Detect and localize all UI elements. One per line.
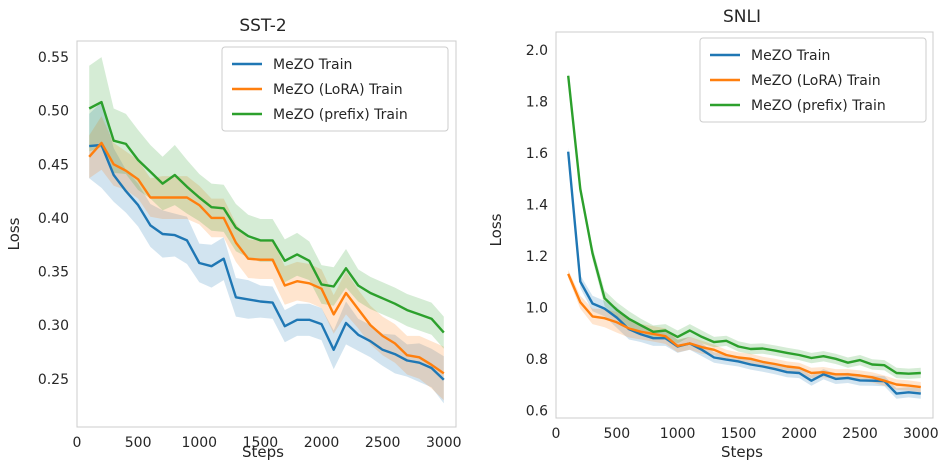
- sst2-band-1: [89, 116, 444, 401]
- sst2-ytick-label: 0.50: [38, 104, 69, 120]
- snli-xtick-label: 1000: [660, 426, 696, 442]
- sst2-xtick-label: 2000: [304, 435, 340, 451]
- snli-xlabel: Steps: [721, 443, 763, 461]
- sst2-ytick-label: 0.35: [38, 265, 69, 281]
- sst2-ylabel: Loss: [5, 217, 23, 250]
- snli-title: SNLI: [723, 7, 761, 27]
- sst2-xtick-label: 3000: [426, 435, 462, 451]
- snli-ytick-label: 1.6: [526, 146, 548, 162]
- sst2-legend-label-1: MeZO (LoRA) Train: [273, 82, 403, 98]
- snli-xtick-label: 2000: [781, 426, 817, 442]
- snli-yticks: 0.6 0.8 1.0 1.2 1.4 1.6 1.8 2.0: [526, 43, 548, 419]
- snli-xtick-label: 3000: [903, 426, 939, 442]
- sst2-legend-label-0: MeZO Train: [273, 57, 352, 73]
- snli-panel: SNLI Loss Steps 0 500 1000 1500 2000 2500 3000…: [487, 7, 939, 461]
- snli-legend-box: [699, 37, 927, 123]
- sst2-band-2: [89, 57, 444, 349]
- snli-ytick-label: 0.8: [526, 352, 548, 368]
- sst2-xtick-label: 1500: [243, 435, 279, 451]
- sst2-band-0: [89, 102, 444, 404]
- sst2-panel: SST-2 Loss Steps 0 500 1000 1500 2000 2500 300…: [5, 16, 462, 461]
- sst2-series-line-0: [89, 143, 445, 381]
- sst2-xtick-label: 1000: [181, 435, 217, 451]
- sst2-title: SST-2: [239, 16, 286, 36]
- snli-lines: [567, 75, 921, 395]
- sst2-ytick-label: 0.40: [38, 211, 69, 227]
- sst2-xtick-label: 500: [125, 435, 152, 451]
- snli-legend-label-2: MeZO (prefix) Train: [751, 98, 886, 114]
- sst2-legend: MeZO Train MeZO (LoRA) Train MeZO (prefix)…: [221, 46, 449, 132]
- snli-legend-label-1: MeZO (LoRA) Train: [751, 73, 881, 89]
- sst2-legend-box: [221, 46, 449, 132]
- snli-ytick-label: 1.2: [526, 249, 548, 265]
- sst2-xtick-label: 2500: [365, 435, 401, 451]
- sst2-series-line-1: [88, 141, 445, 375]
- snli-band-1: [568, 270, 921, 393]
- sst2-frame: [76, 40, 457, 428]
- sst2-ytick-label: 0.25: [38, 372, 69, 388]
- snli-legend-label-0: MeZO Train: [751, 48, 830, 64]
- sst2-series-line-2: [88, 100, 445, 334]
- snli-band-0: [568, 147, 921, 399]
- snli-xtick-label: 1500: [721, 426, 757, 442]
- sst2-ytick-label: 0.45: [38, 157, 69, 173]
- sst2-xlabel: Steps: [242, 443, 284, 461]
- sst2-ytick-label: 0.55: [38, 50, 69, 66]
- snli-ylabel: Loss: [487, 213, 505, 246]
- snli-frame: [555, 31, 934, 419]
- sst2-ytick-label: 0.30: [38, 318, 69, 334]
- sst2-bands: [89, 57, 444, 404]
- sst2-lines: [88, 100, 445, 381]
- sst2-xticks: 0 500 1000 1500 2000 2500 3000: [73, 435, 462, 451]
- snli-ytick-label: 2.0: [526, 43, 548, 59]
- snli-ytick-label: 0.6: [526, 403, 548, 419]
- snli-ytick-label: 1.4: [526, 197, 548, 213]
- snli-series-line-1: [567, 273, 921, 389]
- snli-xtick-label: 0: [552, 426, 561, 442]
- snli-legend: MeZO Train MeZO (LoRA) Train MeZO (prefix)…: [699, 37, 927, 123]
- snli-xtick-label: 500: [603, 426, 630, 442]
- sst2-yticks: 0.25 0.30 0.35 0.40 0.45 0.50 0.55: [38, 50, 69, 388]
- snli-series-line-2: [567, 75, 921, 375]
- snli-ytick-label: 1.8: [526, 94, 548, 110]
- sst2-legend-label-2: MeZO (prefix) Train: [273, 107, 408, 123]
- snli-xticks: 0 500 1000 1500 2000 2500 3000: [552, 426, 939, 442]
- snli-ytick-label: 1.0: [526, 300, 548, 316]
- sst2-xtick-label: 0: [73, 435, 82, 451]
- snli-xtick-label: 2500: [842, 426, 878, 442]
